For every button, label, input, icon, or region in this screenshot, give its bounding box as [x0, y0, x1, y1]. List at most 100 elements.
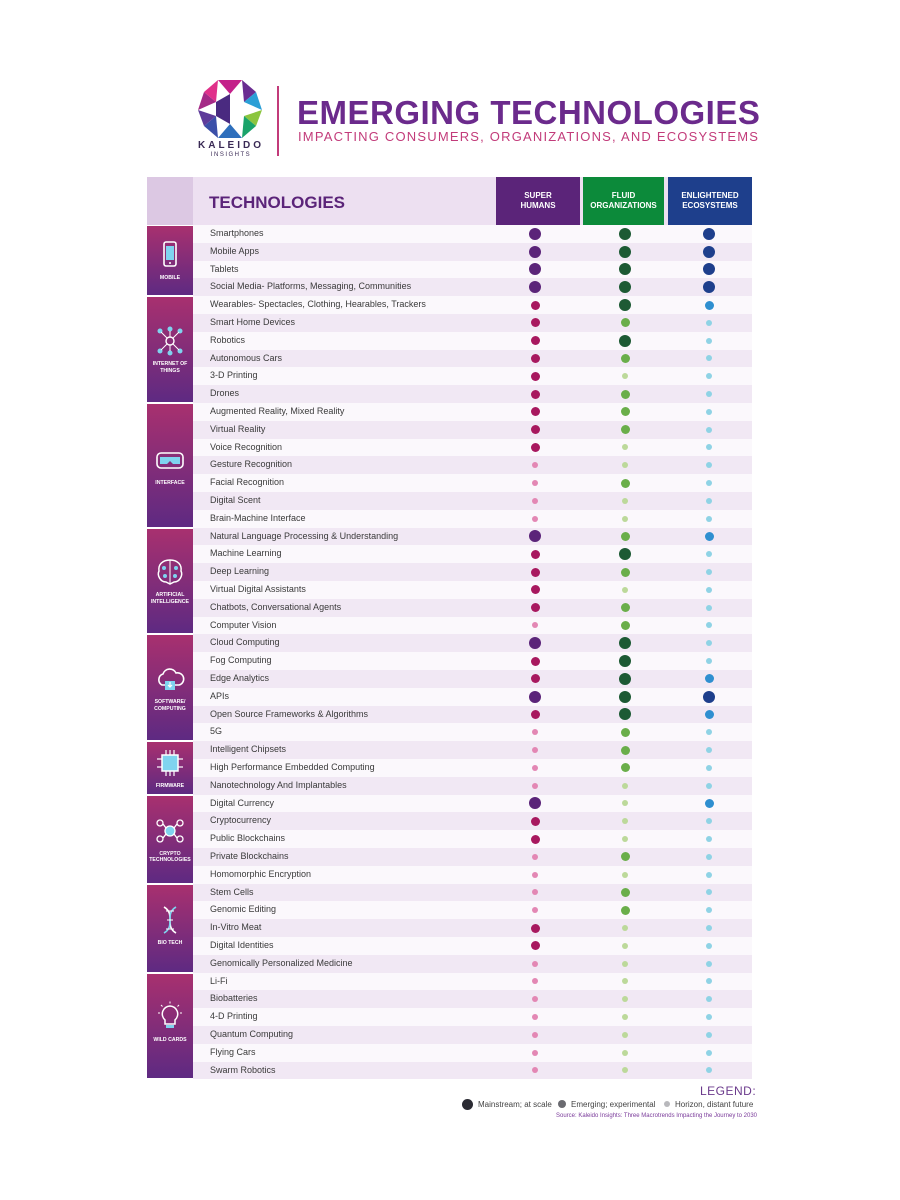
- table-row: Cloud Computing: [193, 634, 752, 653]
- technology-label: 3-D Printing: [210, 370, 258, 381]
- maturity-dot: [619, 708, 631, 721]
- category-label: ARTIFICIAL INTELLIGENCE: [150, 592, 190, 605]
- maturity-dot: [704, 798, 714, 808]
- brain-icon: [154, 556, 186, 588]
- maturity-dot: [622, 942, 628, 949]
- technology-label: Stem Cells: [210, 886, 254, 897]
- technology-label: Digital Currency: [210, 797, 275, 808]
- maturity-dot: [530, 318, 540, 328]
- maturity-dot: [706, 640, 712, 647]
- technology-label: Brain-Machine Interface: [210, 512, 306, 523]
- table-row: Flying Cars: [193, 1043, 752, 1062]
- maturity-dot: [620, 389, 630, 399]
- maturity-dot: [620, 745, 630, 755]
- table-row: Digital Scent: [193, 492, 752, 510]
- table-row: Smartphones: [193, 225, 752, 243]
- chip-icon: [154, 747, 186, 779]
- table-row: Gesture Recognition: [193, 456, 752, 475]
- maturity-dot: [706, 978, 712, 985]
- technology-label: Smartphones: [210, 228, 264, 238]
- maturity-dot: [622, 800, 628, 807]
- table-row: Nanotechnology And Implantables: [193, 776, 752, 795]
- technology-label: Swarm Robotics: [210, 1064, 276, 1075]
- maturity-dot: [530, 425, 540, 435]
- category-label: INTERFACE: [155, 480, 185, 487]
- table-row: Digital Currency: [193, 794, 752, 813]
- maturity-dot: [620, 763, 630, 773]
- technology-label: Natural Language Processing & Understand…: [210, 530, 399, 541]
- technology-label: Flying Cars: [210, 1046, 256, 1057]
- maturity-dot: [706, 853, 712, 860]
- maturity-dot: [532, 978, 538, 985]
- table-row: Genomically Personalized Medicine: [193, 954, 752, 973]
- table-row: Voice Recognition: [193, 438, 752, 457]
- maturity-dot: [620, 603, 630, 613]
- maturity-dot: [529, 281, 541, 294]
- technology-label: Autonomous Cars: [210, 352, 283, 363]
- table-row: 3-D Printing: [193, 367, 752, 386]
- maturity-dot: [529, 245, 541, 258]
- maturity-dot: [704, 300, 714, 310]
- maturity-dot: [706, 426, 712, 433]
- table-row: Private Blockchains: [193, 848, 752, 866]
- maturity-dot: [703, 281, 715, 294]
- maturity-dot: [619, 334, 631, 347]
- technology-label: Public Blockchains: [210, 833, 286, 844]
- technology-label: Nanotechnology And Implantables: [210, 779, 347, 790]
- technology-label: High Performance Embedded Computing: [210, 762, 375, 772]
- maturity-dot: [622, 818, 628, 825]
- table-row: Computer Vision: [193, 616, 752, 635]
- table-row: Mobile Apps: [193, 242, 752, 261]
- maturity-dot: [622, 996, 628, 1003]
- brand-name: KALEIDO: [198, 140, 264, 151]
- maturity-dot: [532, 622, 538, 629]
- maturity-dot: [620, 478, 630, 488]
- technology-label: Digital Identities: [210, 940, 274, 950]
- legend-label: Emerging; experimental: [571, 1099, 656, 1109]
- brand-subtitle: INSIGHTS: [210, 152, 252, 158]
- technology-label: Homomorphic Encryption: [210, 868, 312, 879]
- maturity-dot: [706, 391, 712, 398]
- category-label: FIRMWARE: [155, 782, 185, 789]
- table-row: APIs: [193, 687, 752, 706]
- maturity-dot: [532, 480, 538, 487]
- technology-label: Genomically Personalized Medicine: [210, 957, 353, 968]
- technology-label: 4-D Printing: [210, 1011, 258, 1022]
- table-row: Quantum Computing: [193, 1026, 752, 1044]
- maturity-dot: [706, 1014, 712, 1021]
- maturity-dot: [530, 816, 540, 826]
- maturity-dot: [532, 907, 538, 914]
- maturity-dot: [706, 551, 712, 558]
- maturity-dot: [619, 637, 631, 650]
- maturity-dot: [530, 300, 540, 310]
- table-row: Chatbots, Conversational Agents: [193, 598, 752, 617]
- maturity-dot: [622, 871, 628, 878]
- category-block: BIO TECH: [147, 884, 193, 972]
- technology-label: Open Source Frameworks & Algorithms: [210, 708, 369, 719]
- category-block: FIRMWARE: [147, 742, 193, 794]
- maturity-dot: [622, 1067, 628, 1074]
- technology-label: Edge Analytics: [210, 673, 270, 683]
- maturity-dot: [706, 1067, 712, 1074]
- maturity-dot: [532, 497, 538, 504]
- technology-label: Li-Fi: [210, 975, 228, 986]
- technology-label: Facial Recognition: [210, 477, 285, 488]
- technology-label: Virtual Reality: [210, 423, 266, 434]
- maturity-dot: [622, 444, 628, 451]
- maturity-dot: [532, 782, 538, 789]
- maturity-dot: [529, 530, 541, 543]
- maturity-dot: [622, 782, 628, 789]
- technology-label: Robotics: [210, 334, 246, 345]
- table-row: Smart Home Devices: [193, 314, 752, 332]
- maturity-dot: [706, 747, 712, 754]
- maturity-dot: [706, 836, 712, 843]
- technology-label: APIs: [210, 690, 230, 701]
- maturity-dot: [622, 1031, 628, 1038]
- maturity-dot: [706, 658, 712, 665]
- maturity-dot: [619, 548, 631, 561]
- maturity-dot: [706, 604, 712, 611]
- maturity-dot: [619, 263, 631, 276]
- table-row: Facial Recognition: [193, 474, 752, 492]
- maturity-dot: [530, 585, 540, 595]
- maturity-dot: [706, 782, 712, 789]
